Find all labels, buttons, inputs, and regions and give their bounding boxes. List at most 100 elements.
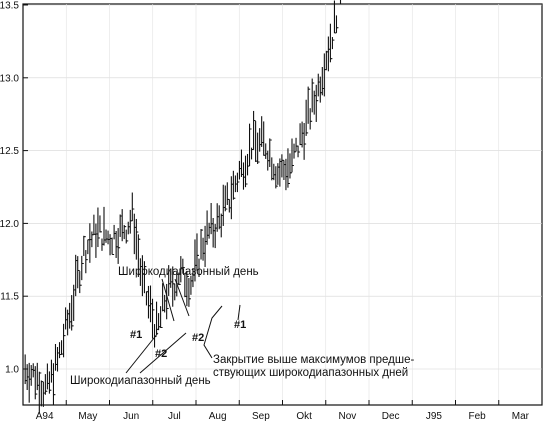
price-bar bbox=[88, 223, 92, 263]
price-bar bbox=[130, 192, 134, 222]
price-bar bbox=[90, 231, 94, 248]
price-bar bbox=[156, 313, 161, 331]
price-bar bbox=[118, 214, 122, 249]
price-bar bbox=[288, 153, 292, 184]
price-bar bbox=[112, 224, 116, 255]
price-bar bbox=[274, 166, 278, 189]
price-bar bbox=[312, 82, 316, 115]
price-bar bbox=[51, 363, 56, 405]
price-bar bbox=[308, 88, 312, 130]
price-bar bbox=[296, 145, 300, 158]
price-bar bbox=[280, 154, 284, 178]
price-bar bbox=[163, 294, 167, 313]
y-tick-label: 11.5 bbox=[0, 292, 19, 303]
price-bar bbox=[78, 269, 82, 294]
y-tick-label: 13.5 bbox=[0, 1, 19, 12]
price-bar bbox=[80, 255, 84, 286]
price-bar bbox=[120, 209, 124, 242]
marker-1-first: #1 bbox=[130, 329, 142, 341]
x-tick-label: J95 bbox=[426, 411, 443, 422]
x-tick-label: Nov bbox=[338, 411, 356, 422]
x-tick-label: Jul bbox=[168, 411, 181, 422]
price-bar bbox=[225, 182, 229, 210]
price-bar bbox=[294, 137, 298, 153]
price-bar bbox=[241, 162, 246, 190]
price-bar bbox=[108, 234, 112, 256]
price-bar bbox=[326, 36, 330, 72]
price-bar bbox=[221, 184, 225, 226]
arrow-bottom-to-jul bbox=[139, 332, 187, 374]
marker-2-second: #2 bbox=[192, 332, 204, 344]
price-bar bbox=[268, 138, 272, 167]
price-bar bbox=[328, 23, 333, 63]
price-bar bbox=[106, 230, 110, 245]
price-bar bbox=[86, 239, 90, 261]
price-bars bbox=[23, 0, 342, 414]
price-bar bbox=[96, 207, 100, 248]
price-bar bbox=[219, 213, 223, 238]
price-bar bbox=[215, 203, 219, 232]
x-tick-label: Feb bbox=[469, 411, 487, 422]
price-bar bbox=[231, 170, 235, 200]
price-bar bbox=[320, 66, 324, 96]
price-bar bbox=[243, 155, 248, 188]
price-bar bbox=[237, 160, 242, 183]
price-bar bbox=[72, 284, 76, 327]
price-bar bbox=[278, 158, 282, 187]
arrow-top-to-jun bbox=[161, 278, 175, 322]
price-bar bbox=[227, 198, 231, 213]
price-bar bbox=[53, 343, 58, 396]
x-tick-label: A94 bbox=[36, 411, 54, 422]
price-bar bbox=[98, 215, 102, 239]
y-axis-ticks: 1.011.512.012.513.013.514.014.515.015.5 bbox=[0, 1, 28, 376]
price-bar bbox=[209, 202, 213, 235]
price-bar bbox=[138, 238, 142, 286]
price-bar bbox=[150, 298, 155, 339]
price-bar bbox=[272, 163, 276, 181]
price-bar bbox=[187, 275, 191, 307]
price-bar bbox=[336, 27, 339, 29]
arrow-top-to-jul bbox=[174, 278, 190, 317]
price-bar bbox=[126, 221, 130, 242]
price-bar bbox=[104, 229, 108, 243]
price-bar bbox=[292, 143, 296, 167]
price-bar bbox=[302, 123, 306, 160]
price-bar bbox=[59, 340, 64, 356]
price-bar bbox=[37, 371, 41, 414]
grid-layer bbox=[23, 4, 542, 405]
arrow-bottom-to-jun bbox=[125, 332, 159, 374]
price-bar bbox=[211, 217, 215, 248]
price-bar bbox=[55, 347, 60, 372]
price-bar bbox=[245, 153, 250, 185]
x-tick-label: May bbox=[78, 411, 97, 422]
x-tick-label: Sep bbox=[252, 411, 270, 422]
price-bar bbox=[207, 222, 211, 239]
price-bar bbox=[270, 139, 274, 181]
price-bar bbox=[94, 223, 98, 258]
price-bar bbox=[116, 228, 120, 264]
price-bar bbox=[251, 110, 256, 150]
price-bar bbox=[249, 128, 254, 160]
annotation-layer: Широкодиапазонный день Широкодиапазонный… bbox=[70, 266, 415, 387]
price-bar bbox=[256, 132, 260, 164]
price-bar bbox=[339, 0, 342, 4]
marker-1-second: #1 bbox=[234, 319, 246, 331]
price-bar bbox=[290, 138, 294, 174]
x-tick-label: Okt bbox=[296, 411, 312, 422]
price-bar bbox=[324, 50, 328, 71]
y-tick-label: 12.0 bbox=[0, 219, 19, 230]
price-bar bbox=[82, 235, 86, 264]
price-bar bbox=[100, 231, 104, 251]
price-bar bbox=[41, 381, 45, 407]
price-bar bbox=[239, 149, 244, 177]
price-bar bbox=[29, 365, 33, 386]
price-bar bbox=[84, 236, 88, 274]
price-bar bbox=[264, 143, 268, 159]
arrow-marker-1-second bbox=[237, 304, 241, 321]
price-bar bbox=[70, 295, 74, 331]
annotation-close-above-line1: Закрытие выше максимумов предше- bbox=[213, 354, 415, 366]
price-bar bbox=[233, 175, 237, 199]
price-bar bbox=[161, 283, 165, 328]
price-bar bbox=[205, 210, 209, 245]
